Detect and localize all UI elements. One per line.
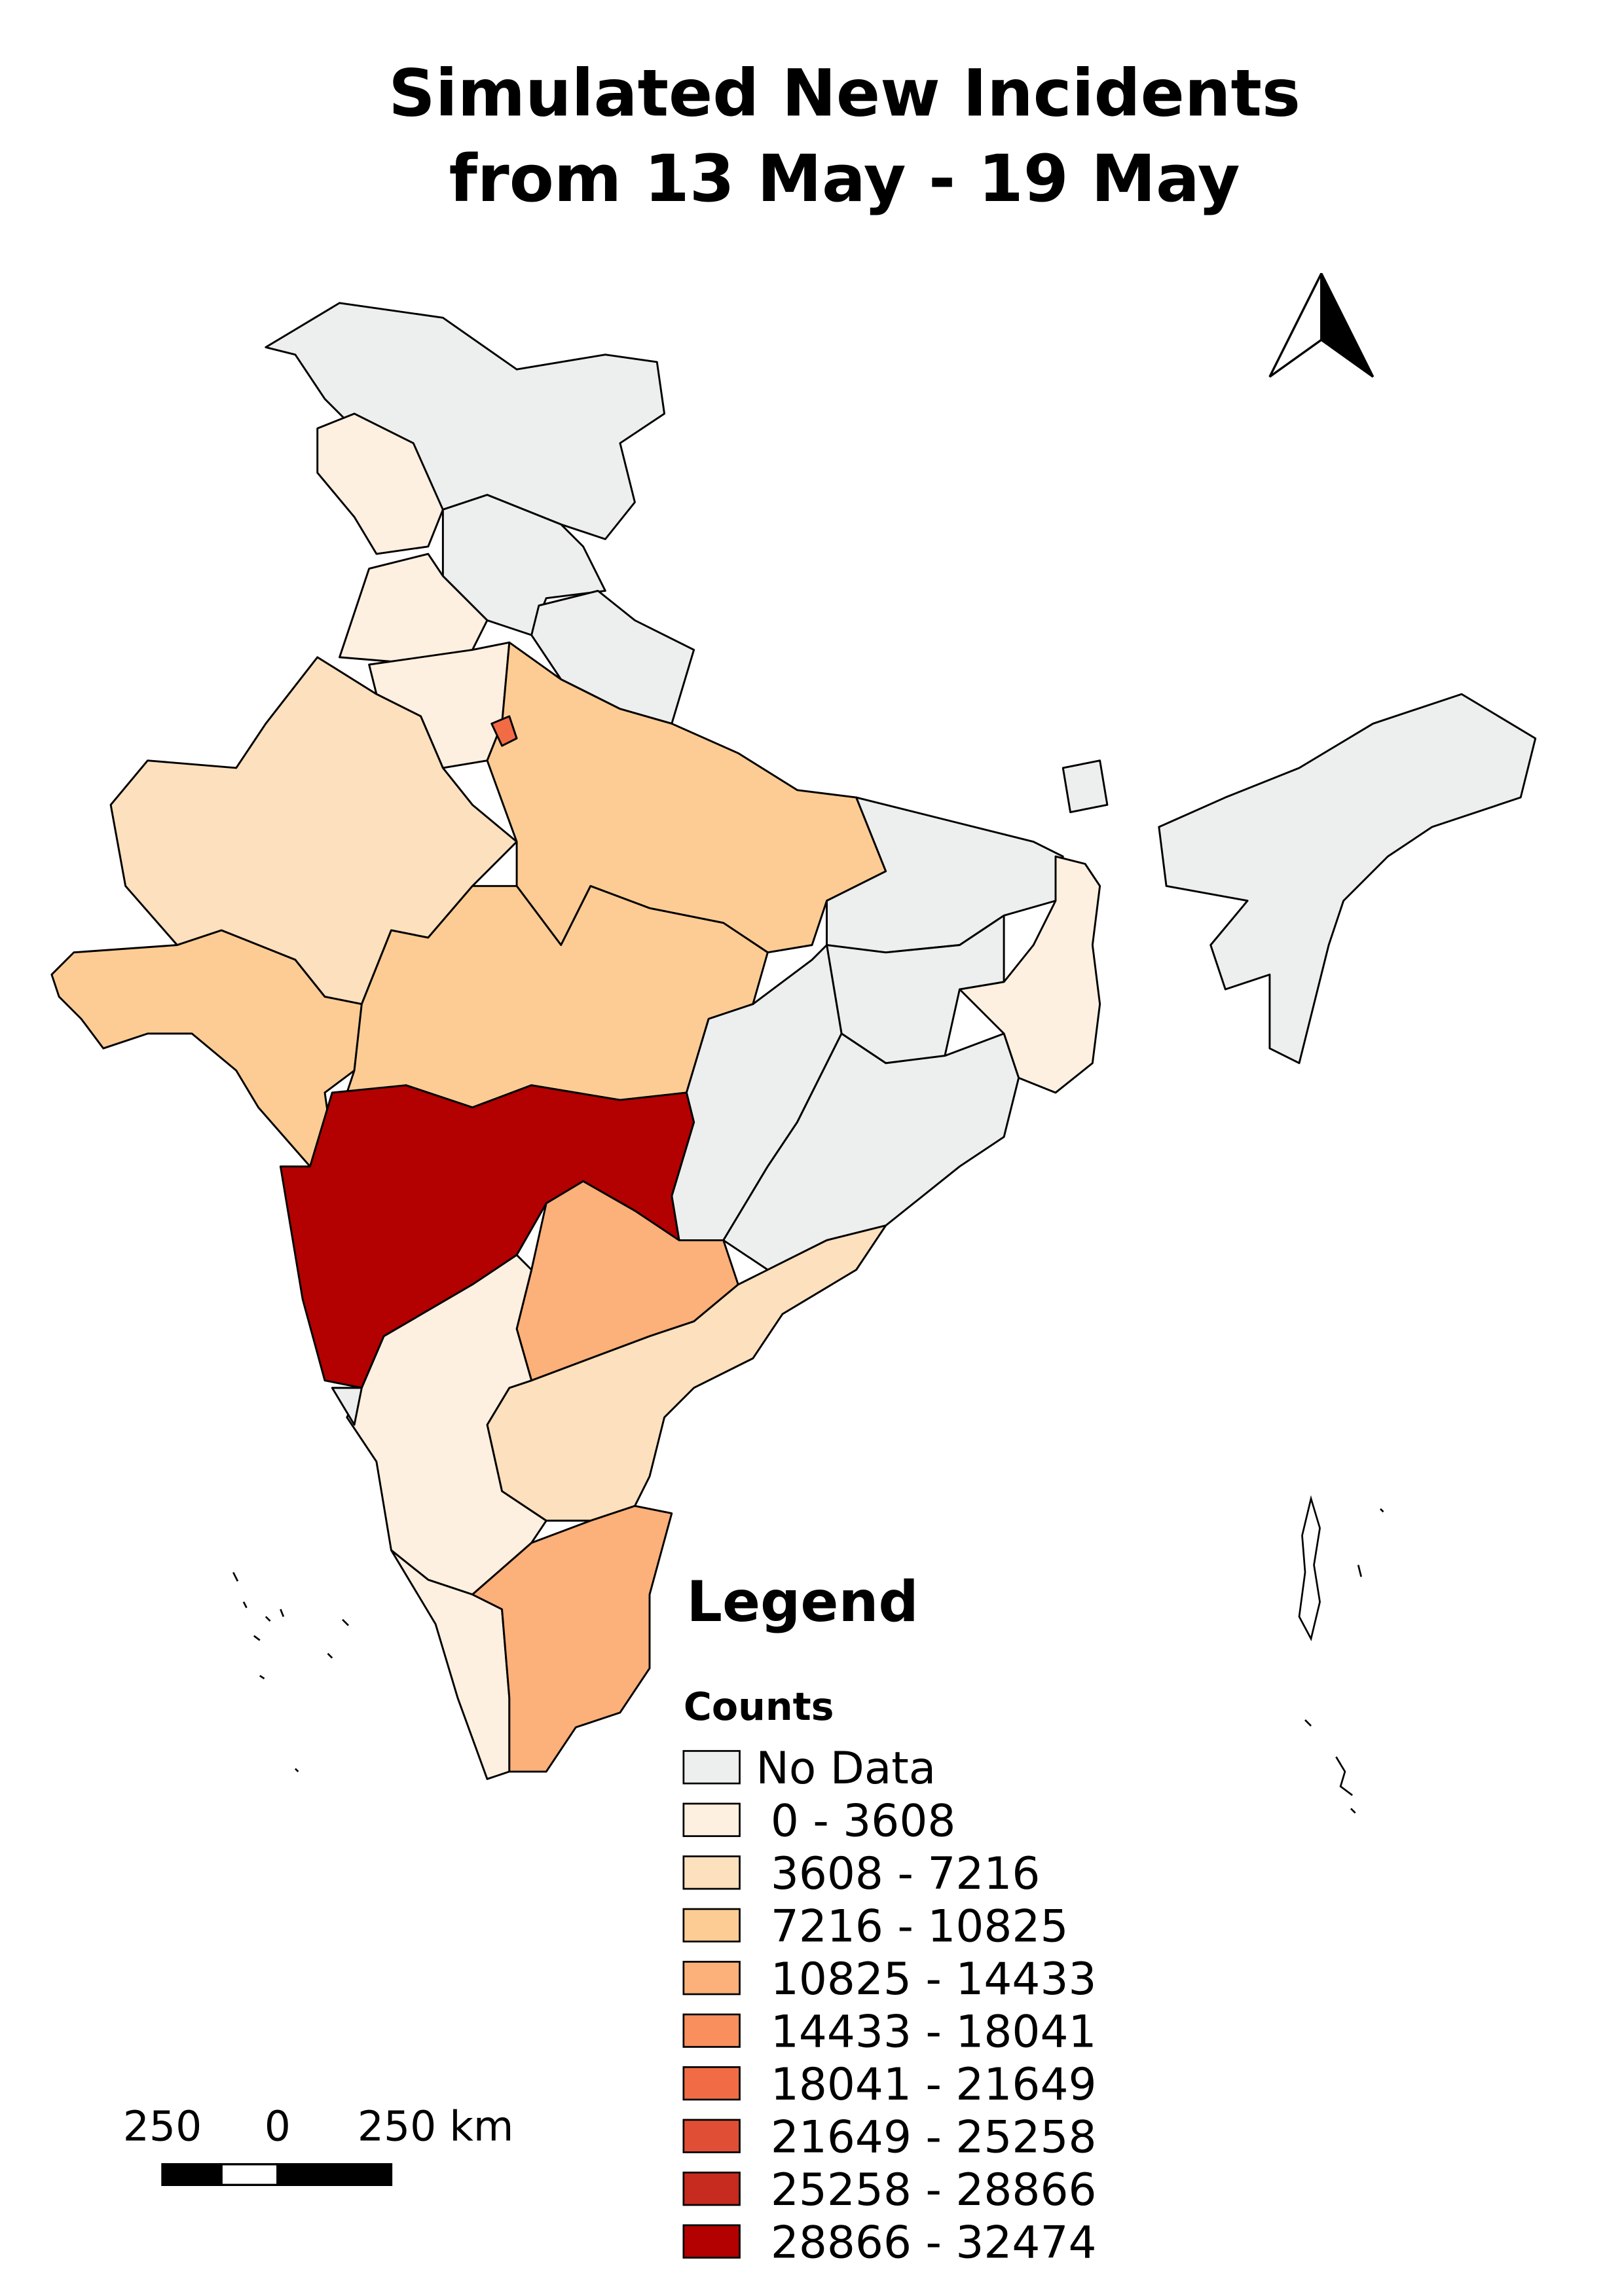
legend-label: 3608 - 7216 [771, 1848, 1041, 1899]
legend-label: 28866 - 32474 [771, 2216, 1097, 2268]
legend-label: No Data [756, 1742, 936, 1794]
legend-label: 7216 - 10825 [771, 1901, 1069, 1952]
legend-swatch [682, 2013, 741, 2048]
legend-label: 18041 - 21649 [771, 2058, 1097, 2110]
region [331, 1387, 363, 1426]
legend-label: 21649 - 25258 [771, 2111, 1097, 2162]
title-line: Simulated New Incidents [388, 56, 1301, 131]
legend-swatch [682, 2066, 741, 2101]
scale-label: 250 km [358, 2102, 514, 2151]
title-line: from 13 May - 19 May [449, 141, 1240, 217]
legend-swatch [682, 1908, 741, 1942]
legend-label: 10825 - 14433 [771, 1953, 1097, 2005]
legend-swatch [682, 1802, 741, 1837]
legend-label: 25258 - 28866 [771, 2164, 1097, 2215]
legend-swatch [682, 1961, 741, 1995]
region [722, 1032, 1020, 1271]
region [490, 715, 518, 747]
region [1061, 759, 1109, 814]
legend-swatch [682, 1855, 741, 1890]
region [958, 855, 1101, 1094]
legend-label: 14433 - 18041 [771, 2006, 1097, 2058]
legend-swatch [682, 1750, 741, 1785]
regions [50, 302, 1537, 1780]
islands [232, 1495, 1384, 1814]
legend-swatch [682, 2119, 741, 2153]
region [316, 412, 444, 555]
legend-title: Legend [686, 1569, 918, 1635]
legend-swatch [682, 2172, 741, 2206]
region [346, 1254, 547, 1595]
region [486, 641, 887, 954]
legend-subtitle: Counts [684, 1685, 834, 1729]
scale-label: 0 [265, 2102, 291, 2151]
region [1158, 693, 1537, 1065]
north-arrow [1268, 272, 1375, 378]
legend-label: 0 - 3608 [771, 1795, 956, 1847]
region [471, 1504, 673, 1773]
legend-swatch [682, 2224, 741, 2259]
scale-label: 250 [123, 2102, 202, 2151]
scale-bar [161, 2163, 393, 2187]
